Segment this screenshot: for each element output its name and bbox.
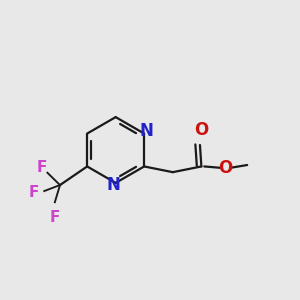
Text: O: O bbox=[194, 121, 208, 139]
Text: F: F bbox=[37, 160, 47, 175]
Text: F: F bbox=[50, 210, 60, 225]
Text: F: F bbox=[28, 185, 38, 200]
Text: N: N bbox=[140, 122, 153, 140]
Text: O: O bbox=[219, 159, 233, 177]
Text: N: N bbox=[106, 176, 120, 194]
